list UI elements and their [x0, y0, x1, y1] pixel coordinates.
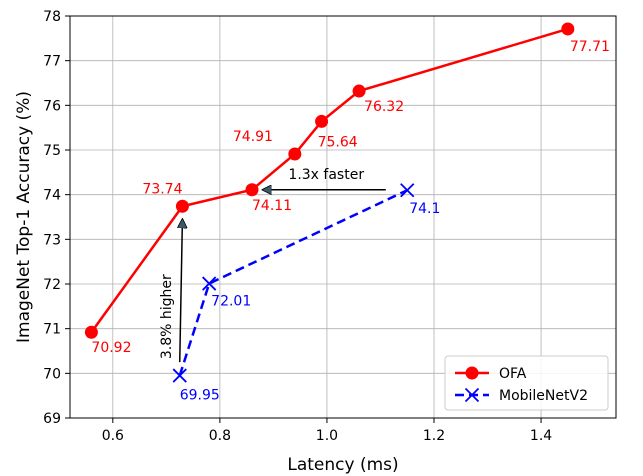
data-label: 74.11	[252, 198, 292, 214]
y-axis-label: ImageNet Top-1 Accuracy (%)	[14, 91, 34, 343]
data-point	[175, 199, 189, 213]
x-tick-label: 0.8	[209, 428, 231, 444]
x-axis-ticks: 0.6 0.8 1.0 1.2 1.4	[102, 418, 552, 444]
plot-frame	[69, 15, 617, 419]
data-label: 75.64	[318, 134, 358, 150]
series-layer: 70.92 73.74 74.11 74.91 75.64 76.32 77.71 69.95…	[84, 22, 610, 404]
y-tick-label: 78	[43, 9, 61, 25]
x-tick-label: 0.6	[102, 428, 124, 444]
data-point	[315, 114, 329, 128]
data-point	[400, 183, 415, 198]
data-label: 69.95	[180, 388, 220, 404]
data-label: 74.91	[233, 129, 273, 145]
data-point	[561, 22, 575, 36]
data-label: 73.74	[142, 181, 182, 197]
data-label: 72.01	[211, 294, 251, 310]
y-tick-label: 74	[43, 188, 61, 204]
data-label: 76.32	[364, 99, 404, 115]
y-axis-ticks: 69 70 71 72 73 74 75 76 77 78	[43, 9, 70, 427]
data-point	[172, 368, 187, 383]
annotations-layer: 1.3x faster 3.8% higher	[159, 167, 386, 363]
y-tick-label: 77	[43, 54, 61, 70]
legend: OFA MobileNetV2	[444, 355, 609, 411]
data-point	[352, 84, 366, 98]
legend-box	[444, 355, 609, 411]
data-point	[202, 276, 217, 291]
legend-marker	[464, 387, 480, 403]
y-tick-label: 72	[43, 277, 61, 293]
data-label: 74.1	[409, 201, 440, 217]
x-tick-label: 1.4	[530, 428, 552, 444]
x-axis-label: Latency (ms)	[287, 455, 398, 475]
data-point	[84, 325, 98, 339]
y-tick-label: 73	[43, 232, 61, 248]
legend-label: MobileNetV2	[499, 388, 588, 404]
higher-arrow	[180, 219, 183, 363]
data-label: 70.92	[91, 340, 131, 356]
y-tick-label: 69	[43, 411, 61, 427]
x-tick-label: 1.0	[316, 428, 338, 444]
series-line-mobilenetv2	[178, 189, 408, 376]
y-tick-label: 75	[43, 143, 61, 159]
faster-annotation: 1.3x faster	[288, 167, 364, 183]
legend-marker	[465, 366, 479, 380]
y-tick-label: 76	[43, 98, 61, 114]
higher-annotation: 3.8% higher	[159, 274, 175, 359]
x-tick-label: 1.2	[423, 428, 445, 444]
data-point	[288, 147, 302, 161]
y-tick-label: 70	[43, 366, 61, 382]
legend-label: OFA	[499, 366, 527, 382]
data-point	[245, 183, 259, 197]
data-label: 77.71	[570, 39, 610, 55]
y-tick-label: 71	[43, 322, 61, 338]
